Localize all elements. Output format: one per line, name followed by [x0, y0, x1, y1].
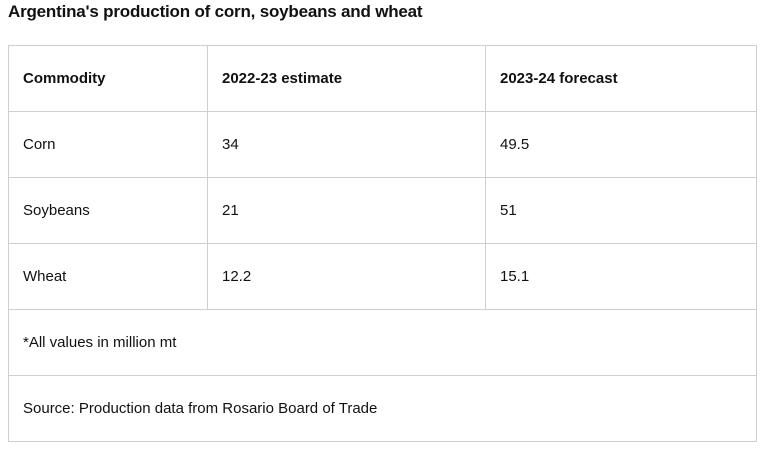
column-header-commodity: Commodity: [8, 45, 208, 112]
cell-2022-23-estimate: 12.2: [207, 243, 486, 310]
table-row: Wheat 12.2 15.1: [8, 243, 757, 310]
source-note-row: Source: Production data from Rosario Boa…: [8, 375, 757, 442]
column-header-2023-24-forecast: 2023-24 forecast: [485, 45, 757, 112]
cell-2022-23-estimate: 34: [207, 111, 486, 178]
table-row: Soybeans 21 51: [8, 177, 757, 244]
cell-commodity: Wheat: [8, 243, 208, 310]
cell-commodity: Soybeans: [8, 177, 208, 244]
cell-2023-24-forecast: 51: [485, 177, 757, 244]
cell-2022-23-estimate: 21: [207, 177, 486, 244]
column-header-2022-23-estimate: 2022-23 estimate: [207, 45, 486, 112]
table-title: Argentina's production of corn, soybeans…: [8, 2, 423, 21]
production-table: Commodity 2022-23 estimate 2023-24 forec…: [8, 45, 757, 442]
cell-2023-24-forecast: 49.5: [485, 111, 757, 178]
units-note-row: *All values in million mt: [8, 309, 757, 376]
cell-2023-24-forecast: 15.1: [485, 243, 757, 310]
source-note: Source: Production data from Rosario Boa…: [8, 375, 757, 442]
table-row: Corn 34 49.5: [8, 111, 757, 178]
cell-commodity: Corn: [8, 111, 208, 178]
units-note: *All values in million mt: [8, 309, 757, 376]
table-header-row: Commodity 2022-23 estimate 2023-24 forec…: [8, 45, 757, 112]
